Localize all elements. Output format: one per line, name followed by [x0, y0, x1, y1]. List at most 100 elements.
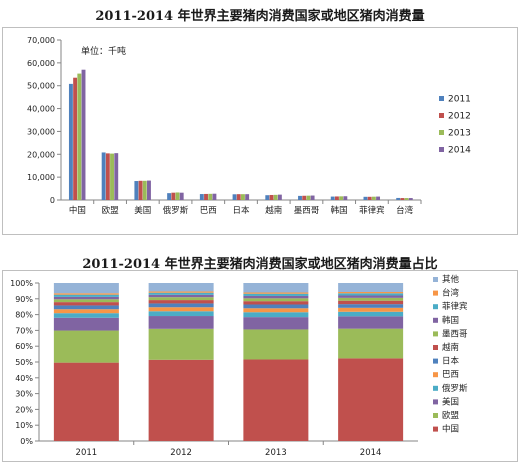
unit-note: 单位：千吨 [81, 45, 126, 57]
bar [371, 196, 376, 200]
y-tick-label: 40,000 [27, 105, 55, 114]
legend-swatch [433, 345, 438, 350]
x-tick-label: 台湾 [396, 205, 414, 216]
bar [81, 69, 86, 200]
stacked-segment [148, 294, 214, 298]
bar [376, 196, 381, 200]
x-tick-label: 2012 [170, 448, 192, 458]
x-tick-label: 韩国 [331, 205, 348, 216]
legend-label: 2011 [448, 95, 471, 105]
y-tick-label: 70% [15, 326, 33, 335]
bar [330, 196, 335, 200]
y-tick-label: 0 [50, 196, 55, 205]
x-tick-label: 俄罗斯 [163, 205, 189, 216]
bar [400, 198, 405, 200]
x-tick-label: 中国 [69, 205, 86, 216]
legend-swatch [439, 130, 444, 135]
legend-swatch [433, 304, 438, 310]
legend-label: 越南 [442, 342, 459, 353]
bar [212, 193, 217, 200]
legend-swatch [433, 317, 438, 323]
legend-swatch [433, 331, 438, 337]
bar [408, 198, 413, 200]
y-tick-label: 30,000 [27, 127, 55, 136]
stacked-segment [53, 293, 119, 295]
stacked-segment [53, 362, 119, 441]
legend-label: 墨西哥 [442, 329, 468, 339]
bar [236, 194, 241, 200]
legend-label: 美国 [442, 396, 459, 407]
y-tick-label: 10,000 [27, 173, 55, 182]
legend-label: 菲律宾 [442, 301, 468, 312]
legend-label: 日本 [442, 356, 460, 367]
legend-label: 台湾 [442, 288, 460, 299]
bar [134, 181, 139, 200]
stacked-segment [243, 295, 309, 299]
stacked-segment [148, 316, 214, 329]
stacked-segment [338, 307, 404, 312]
y-tick-label: 0% [20, 437, 33, 446]
legend-swatch [439, 96, 444, 101]
stacked-segment [338, 297, 404, 301]
bar [241, 194, 245, 200]
bar [277, 194, 282, 200]
x-tick-label: 欧盟 [102, 205, 120, 216]
bar [101, 152, 106, 200]
stacked-segment [338, 304, 404, 308]
y-tick-label: 50,000 [27, 82, 55, 91]
stacked-segment [148, 300, 214, 304]
legend-label: 2014 [448, 146, 471, 156]
bar [404, 198, 409, 200]
bar [367, 196, 372, 200]
y-tick-label: 40% [15, 374, 33, 383]
legend-label: 2012 [448, 112, 471, 122]
legend-swatch [433, 372, 438, 378]
y-tick-label: 20% [15, 405, 33, 414]
legend-swatch [433, 385, 438, 391]
bar [179, 192, 184, 200]
bar [339, 196, 344, 200]
stacked-segment [243, 317, 309, 330]
stacked-segment [53, 305, 119, 310]
y-tick-label: 10% [15, 421, 33, 430]
x-tick-label: 墨西哥 [294, 206, 320, 216]
legend-swatch [433, 277, 438, 282]
legend-label: 其他 [442, 274, 460, 285]
y-tick-label: 80% [15, 311, 33, 320]
bar [73, 77, 78, 200]
stacked-segment [53, 283, 119, 294]
stacked-segment [338, 311, 404, 317]
bar [302, 195, 307, 200]
stacked-segment [338, 300, 404, 305]
legend-label: 欧盟 [442, 410, 460, 421]
bar [147, 180, 151, 200]
stacked-segment [338, 316, 404, 329]
stacked-segment [243, 298, 309, 302]
bar [171, 192, 176, 200]
stacked-segment [53, 299, 119, 303]
stacked-segment [243, 301, 309, 305]
bar [77, 73, 82, 200]
y-tick-label: 90% [15, 295, 33, 304]
stacked-segment [338, 358, 404, 441]
legend-swatch [433, 399, 438, 405]
bar [298, 195, 302, 200]
stacked-segment [148, 292, 214, 295]
y-tick-label: 70,000 [27, 36, 55, 45]
stacked-segment [338, 283, 404, 293]
legend-swatch [433, 413, 438, 418]
legend-label: 2013 [448, 129, 471, 139]
consumption-chart: 0 10,000 20,000 30,000 40,000 50,000 60,000 70,… [2, 27, 518, 235]
bar [310, 195, 315, 200]
bar [396, 197, 401, 200]
stacked-segment [53, 313, 119, 318]
bar [114, 153, 119, 200]
bar [245, 194, 250, 200]
stacked-segment [243, 304, 309, 309]
stacked-segment [243, 329, 309, 360]
stacked-segment [243, 293, 309, 296]
bar [265, 195, 270, 200]
legend-swatch [439, 147, 444, 152]
bar [105, 153, 110, 200]
stacked-segment [338, 328, 404, 359]
